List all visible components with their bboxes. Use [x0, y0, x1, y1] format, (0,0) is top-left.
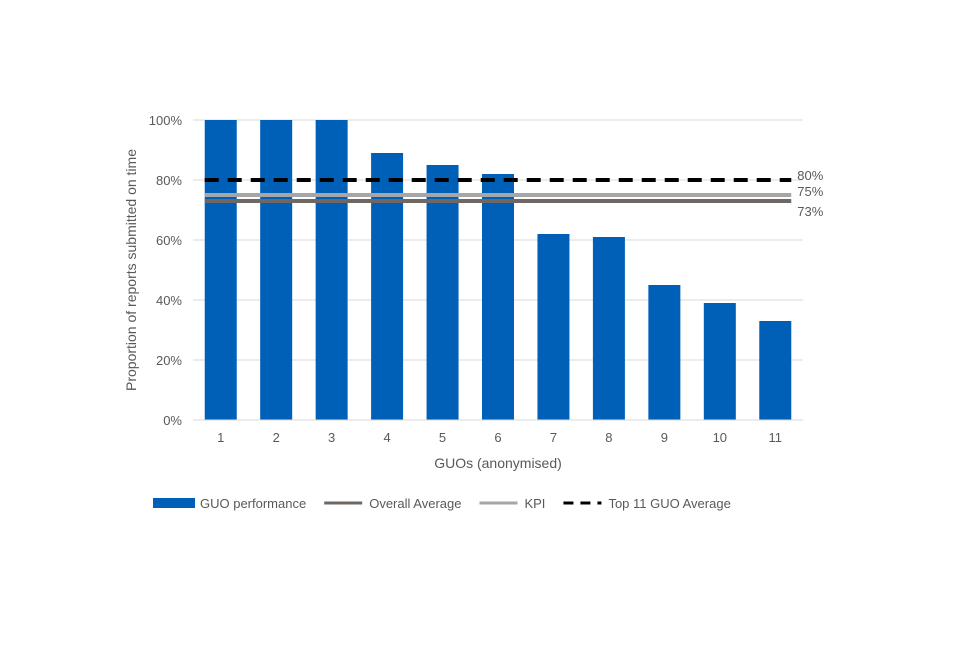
y-tick-label: 40% — [156, 293, 182, 308]
x-tick-label: 3 — [328, 430, 335, 445]
x-tick-label: 7 — [550, 430, 557, 445]
x-tick-label: 1 — [217, 430, 224, 445]
x-tick-label: 11 — [769, 430, 783, 445]
y-tick-label: 20% — [156, 353, 182, 368]
y-tick-label: 100% — [149, 113, 183, 128]
legend-label: KPI — [524, 496, 545, 511]
bar — [759, 321, 792, 420]
y-tick-label: 80% — [156, 173, 182, 188]
x-tick-label: 8 — [605, 430, 612, 445]
bar — [371, 153, 404, 420]
bar — [482, 174, 514, 420]
x-tick-label: 9 — [661, 430, 668, 445]
bar — [315, 120, 348, 420]
bar — [204, 120, 237, 420]
axes: 0% 20% 40% 60% 80% 100% 1 2 3 4 5 6 7 8 9 10 11 — [149, 113, 803, 445]
bar — [648, 285, 681, 420]
y-tick-label: 60% — [156, 233, 182, 248]
bars — [204, 120, 792, 420]
legend-label: GUO performance — [200, 496, 306, 511]
bar — [426, 165, 459, 420]
legend: GUO performance Overall Average KPI Top 11 … — [153, 496, 731, 511]
reference-line-label: 73% — [797, 204, 823, 219]
reference-line-label: 75% — [797, 184, 823, 199]
legend-label: Top 11 GUO Average — [608, 496, 730, 511]
x-axis-label: GUOs (anonymised) — [434, 455, 562, 471]
x-tick-label: 2 — [273, 430, 280, 445]
bar — [537, 234, 570, 420]
x-tick-label: 6 — [494, 430, 501, 445]
y-tick-label: 0% — [163, 413, 182, 428]
legend-swatch — [153, 498, 195, 508]
reference-line-label: 80% — [797, 168, 823, 183]
x-tick-label: 4 — [383, 430, 390, 445]
bar — [260, 120, 293, 420]
y-axis-label: Proportion of reports submitted on time — [123, 149, 139, 391]
reference-lines: 73% 75%80% — [204, 168, 824, 219]
legend-label: Overall Average — [369, 496, 461, 511]
bar — [703, 303, 736, 420]
bar — [592, 237, 625, 420]
x-tick-label: 5 — [439, 430, 446, 445]
x-tick-label: 10 — [713, 430, 727, 445]
